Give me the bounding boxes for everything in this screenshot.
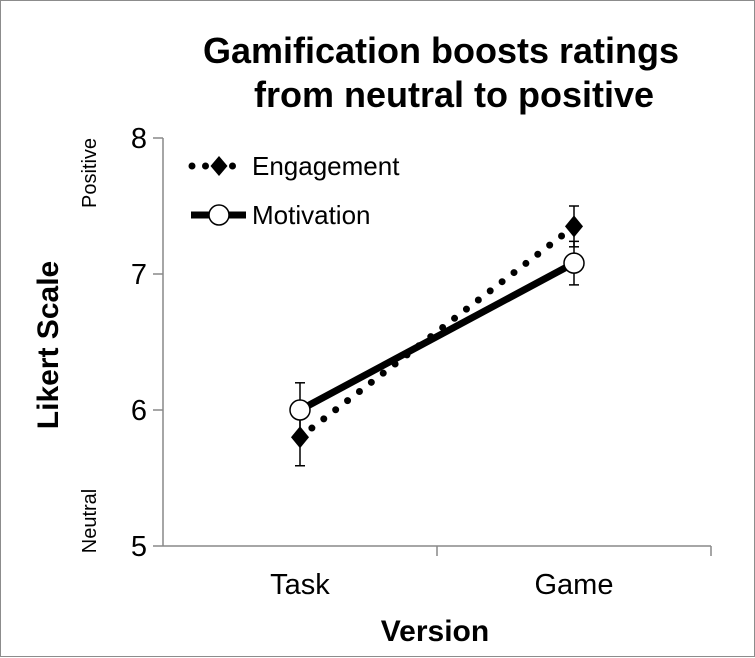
- y-tick-label: 8: [131, 123, 147, 155]
- legend: Engagement Motivation: [188, 151, 400, 230]
- series-motivation: [289, 240, 585, 438]
- data-point-engagement: [564, 215, 584, 238]
- chart-title-line-2: from neutral to positive: [254, 74, 654, 115]
- x-axis-title: Version: [381, 615, 489, 648]
- y-annotation-neutral: Neutral: [79, 489, 101, 553]
- y-tick-label: 5: [131, 531, 147, 563]
- chart-title-line-1: Gamification boosts ratings: [203, 30, 679, 71]
- data-point-motivation: [289, 399, 311, 421]
- series-line-engagement: [296, 222, 578, 441]
- data-point-motivation: [563, 252, 585, 274]
- legend-item-engagement: Engagement: [188, 151, 400, 181]
- legend-marker-circle: [208, 204, 230, 226]
- series-line-motivation: [298, 260, 576, 414]
- y-tick-label: 6: [131, 395, 147, 427]
- legend-item-motivation: Motivation: [191, 200, 371, 230]
- chart-title: Gamification boosts ratings from neutral…: [203, 30, 679, 115]
- y-tick-label: 7: [131, 259, 147, 291]
- x-ticks: Task Game: [270, 546, 712, 601]
- legend-label: Engagement: [252, 151, 400, 181]
- series-layer: [289, 205, 585, 467]
- legend-marker-diamond: [210, 156, 228, 176]
- legend-label: Motivation: [252, 200, 371, 230]
- x-tick-label: Game: [535, 569, 614, 601]
- y-axis-title: Likert Scale: [32, 261, 65, 429]
- x-tick-label: Task: [270, 569, 330, 601]
- y-ticks: 5 6 7 8: [131, 123, 163, 563]
- axes: [162, 138, 711, 547]
- y-annotation-positive: Positive: [79, 138, 101, 208]
